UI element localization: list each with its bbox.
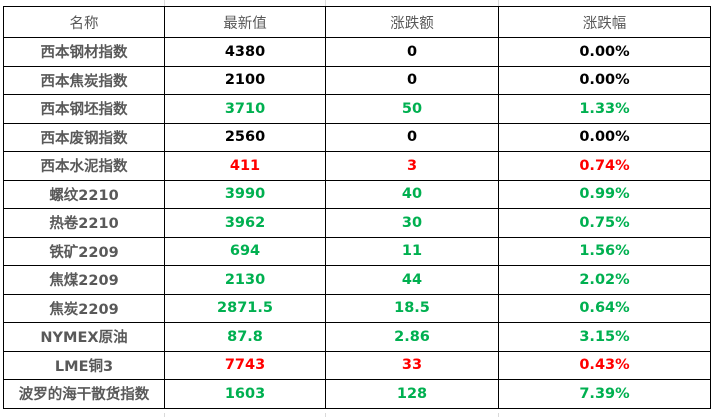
value-cell: 411 (164, 151, 326, 181)
table-row: 西本焦炭指数 2100 0 0.00% (3, 65, 711, 95)
value-cell: 7743 (164, 350, 326, 380)
pct-cell: 0.00% (498, 37, 711, 67)
pct-cell: 1.56% (498, 236, 711, 266)
table-row: 西本废钢指数 2560 0 0.00% (3, 122, 711, 152)
change-cell: 30 (325, 208, 499, 238)
pct-cell: 0.75% (498, 208, 711, 238)
value-cell: 694 (164, 236, 326, 266)
header-name: 名称 (3, 6, 165, 38)
pct-cell: 1.33% (498, 94, 711, 124)
pct-cell: 0.64% (498, 293, 711, 323)
change-cell: 0 (325, 37, 499, 67)
gridline (498, 0, 499, 6)
value-cell: 2560 (164, 122, 326, 152)
value-cell: 2130 (164, 265, 326, 295)
change-cell: 33 (325, 350, 499, 380)
value-cell: 3962 (164, 208, 326, 238)
pct-cell: 2.02% (498, 265, 711, 295)
table-row: LME铜3 7743 33 0.43% (3, 350, 711, 380)
name-cell: 铁矿2209 (3, 236, 165, 266)
value-cell: 87.8 (164, 322, 326, 352)
header-change: 涨跌额 (325, 6, 499, 38)
change-cell: 40 (325, 179, 499, 209)
name-cell: 西本水泥指数 (3, 151, 165, 181)
change-cell: 11 (325, 236, 499, 266)
change-cell: 18.5 (325, 293, 499, 323)
header-row: 名称 最新值 涨跌额 涨跌幅 (3, 6, 711, 38)
name-cell: 热卷2210 (3, 208, 165, 238)
value-cell: 1603 (164, 379, 326, 409)
pct-cell: 7.39% (498, 379, 711, 409)
name-cell: 西本钢坯指数 (3, 94, 165, 124)
gridline (325, 413, 326, 417)
change-cell: 128 (325, 379, 499, 409)
value-cell: 2871.5 (164, 293, 326, 323)
value-cell: 4380 (164, 37, 326, 67)
change-cell: 0 (325, 65, 499, 95)
pct-cell: 0.43% (498, 350, 711, 380)
gridline (325, 0, 326, 6)
table-row: 焦炭2209 2871.5 18.5 0.64% (3, 293, 711, 323)
table-row: 西本钢坯指数 3710 50 1.33% (3, 94, 711, 124)
value-cell: 3990 (164, 179, 326, 209)
gridline (498, 413, 499, 417)
name-cell: 西本钢材指数 (3, 37, 165, 67)
table-row: 波罗的海干散货指数 1603 128 7.39% (3, 379, 711, 409)
name-cell: 焦煤2209 (3, 265, 165, 295)
header-pct: 涨跌幅 (498, 6, 711, 38)
table-row: 热卷2210 3962 30 0.75% (3, 208, 711, 238)
name-cell: LME铜3 (3, 350, 165, 380)
gridline (164, 0, 165, 6)
table-row: 西本钢材指数 4380 0 0.00% (3, 37, 711, 67)
name-cell: 焦炭2209 (3, 293, 165, 323)
pct-cell: 0.00% (498, 122, 711, 152)
table-row: 西本水泥指数 411 3 0.74% (3, 151, 711, 181)
pct-cell: 0.74% (498, 151, 711, 181)
table-row: 螺纹2210 3990 40 0.99% (3, 179, 711, 209)
table-row: NYMEX原油 87.8 2.86 3.15% (3, 322, 711, 352)
change-cell: 2.86 (325, 322, 499, 352)
market-table: 名称 最新值 涨跌额 涨跌幅 西本钢材指数 4380 0 0.00% 西本焦炭指数 210… (3, 6, 711, 409)
change-cell: 50 (325, 94, 499, 124)
name-cell: 西本焦炭指数 (3, 65, 165, 95)
pct-cell: 0.00% (498, 65, 711, 95)
pct-cell: 3.15% (498, 322, 711, 352)
change-cell: 3 (325, 151, 499, 181)
pct-cell: 0.99% (498, 179, 711, 209)
header-value: 最新值 (164, 6, 326, 38)
value-cell: 3710 (164, 94, 326, 124)
name-cell: 西本废钢指数 (3, 122, 165, 152)
change-cell: 0 (325, 122, 499, 152)
name-cell: NYMEX原油 (3, 322, 165, 352)
name-cell: 波罗的海干散货指数 (3, 379, 165, 409)
name-cell: 螺纹2210 (3, 179, 165, 209)
table-row: 焦煤2209 2130 44 2.02% (3, 265, 711, 295)
value-cell: 2100 (164, 65, 326, 95)
gridline (164, 413, 165, 417)
change-cell: 44 (325, 265, 499, 295)
table-row: 铁矿2209 694 11 1.56% (3, 236, 711, 266)
